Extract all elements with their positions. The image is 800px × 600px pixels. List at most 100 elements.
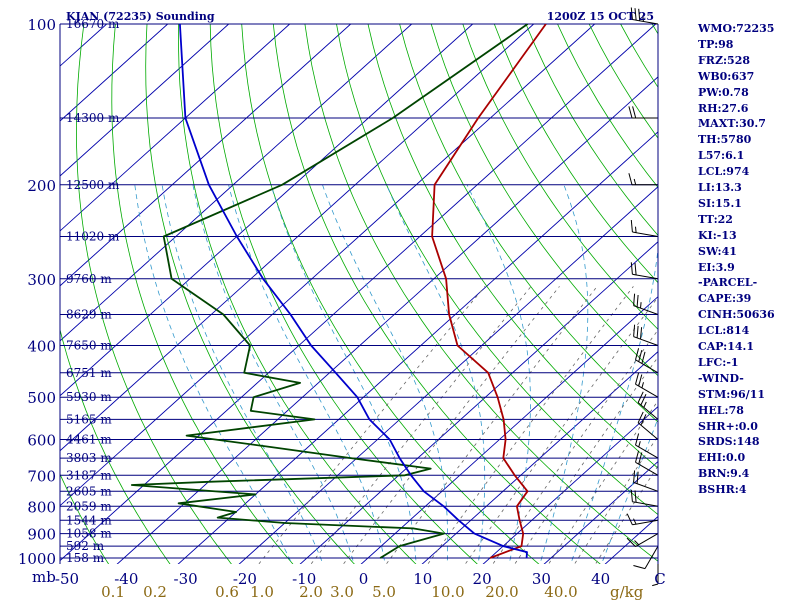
pressure-tick-label: 700 xyxy=(27,467,56,485)
pressure-tick-label: 400 xyxy=(27,338,56,356)
height-label: 3187 m xyxy=(66,468,112,482)
sidebar-index-item: CAPE:39 xyxy=(698,292,752,306)
wind-barb xyxy=(633,470,659,492)
pressure-tick-label: 600 xyxy=(27,432,56,450)
sidebar-index-item: LCL:814 xyxy=(698,324,750,338)
height-label: 16670 m xyxy=(66,17,120,31)
temperature-tick-label: C xyxy=(654,570,665,588)
temperature-tick-label: 30 xyxy=(532,570,551,588)
mixing-ratio-line xyxy=(342,286,560,564)
sidebar-index-item: LCL:974 xyxy=(698,165,750,179)
dry-adiabat-line xyxy=(336,24,658,516)
wind-barb xyxy=(635,450,659,476)
sidebar-index-item: BSHR:4 xyxy=(698,483,747,497)
dry-adiabat-line xyxy=(209,24,478,564)
temperature-tick-label: -20 xyxy=(233,570,257,588)
moist-adiabat-line xyxy=(192,184,355,564)
temperature-tick-label: -30 xyxy=(174,570,198,588)
mixing-ratio-tick-label: 2.0 xyxy=(299,583,323,600)
mixing-ratio-tick-label: 5.0 xyxy=(372,583,396,600)
wind-barb xyxy=(635,433,659,459)
dry-adiabat-line xyxy=(399,24,658,423)
isobar-grid xyxy=(60,23,658,559)
wind-barb xyxy=(630,262,659,280)
mixing-ratio-tick-label: 10.0 xyxy=(431,583,464,600)
wind-barb xyxy=(628,106,658,119)
pressure-tick-label: 200 xyxy=(27,177,56,195)
dry-adiabat-line xyxy=(76,24,232,564)
temperature-tick-label: 10 xyxy=(413,570,432,588)
isotherm-line xyxy=(299,241,658,564)
isotherm-line xyxy=(60,24,291,232)
wind-barb xyxy=(626,513,659,526)
isotherm-line xyxy=(60,24,169,122)
mixing-ratio-line xyxy=(310,286,532,564)
parcel-trace xyxy=(179,24,528,559)
height-label: 8629 m xyxy=(66,308,112,322)
sidebar-index-item: CINH:50636 xyxy=(698,308,775,322)
moist-adiabat-line xyxy=(466,184,531,564)
sidebar-index-item: SHR+:0.0 xyxy=(698,419,758,433)
wind-barb xyxy=(635,372,659,398)
mixing-ratio-line xyxy=(548,400,658,564)
dry-adiabat-grid xyxy=(60,24,800,569)
wind-barb xyxy=(637,391,659,420)
sidebar-index-item: L57:6.1 xyxy=(698,149,745,163)
mixing-ratio-tick-labels: 0.1 0.2 0.6 1.0 2.0 3.0 5.0 10.0 20.0 40.0 xyxy=(101,583,578,600)
sidebar-index-item: EHI:0.0 xyxy=(698,451,746,465)
dry-adiabat-line xyxy=(462,24,658,330)
dry-adiabat-line xyxy=(178,24,417,564)
mixing-ratio-grid xyxy=(258,286,658,564)
moist-adiabat-line xyxy=(386,184,486,564)
temperature-tick-label: -10 xyxy=(292,570,316,588)
isotherm-line xyxy=(60,24,352,287)
isotherm-line xyxy=(60,24,413,342)
temperature-tick-label: 40 xyxy=(591,570,610,588)
sidebar-index-item: KI:-13 xyxy=(698,228,737,242)
wind-barb xyxy=(633,545,659,570)
sidebar-index-item: HEL:78 xyxy=(698,403,744,417)
pressure-tick-label: 900 xyxy=(27,526,56,544)
height-label: 5165 m xyxy=(66,412,112,426)
sounding-traces xyxy=(130,24,547,559)
dry-adiabat-line xyxy=(145,24,355,564)
sidebar-index-item: WB0:637 xyxy=(698,69,755,83)
dewpoint-trace xyxy=(130,24,529,559)
wind-barb xyxy=(630,219,659,237)
sidebar-index-item: MAXT:30.7 xyxy=(698,117,766,131)
isotherm-grid xyxy=(60,24,658,564)
isotherm-line xyxy=(482,405,658,564)
mixing-ratio-tick-label: 40.0 xyxy=(544,583,577,600)
dry-adiabat-line xyxy=(241,24,540,564)
moist-adiabat-line xyxy=(161,184,324,564)
mixing-ratio-tick-label: 1.0 xyxy=(250,583,274,600)
height-label: 11020 m xyxy=(66,230,120,244)
isotherm-line xyxy=(60,24,596,507)
height-label: 12500 m xyxy=(66,178,120,192)
height-label: 2059 m xyxy=(66,499,112,513)
height-label: 14300 m xyxy=(66,111,120,125)
moist-adiabat-line xyxy=(570,246,658,564)
dry-adiabat-line xyxy=(588,24,658,139)
dry-adiabat-line xyxy=(747,24,800,569)
mixing-ratio-tick-label: 20.0 xyxy=(485,583,518,600)
dry-adiabat-line xyxy=(111,24,294,564)
moist-adiabat-line xyxy=(322,184,449,564)
mixing-ratio-tick-label: 3.0 xyxy=(330,583,354,600)
isotherm-line xyxy=(360,296,658,564)
sidebar-index-item: LI:13.3 xyxy=(698,181,742,194)
wind-barb xyxy=(630,489,659,507)
mixing-ratio-line xyxy=(574,435,658,564)
pressure-tick-label: 300 xyxy=(27,271,56,289)
sidebar-index-item: BRN:9.4 xyxy=(698,467,750,481)
sidebar-index-item: LFC:-1 xyxy=(698,355,739,369)
dry-adiabat-line xyxy=(60,473,110,564)
dry-adiabat-line xyxy=(272,24,601,564)
moist-adiabat-line xyxy=(270,184,417,564)
mixing-ratio-line xyxy=(385,286,598,564)
height-label: 158 m xyxy=(66,551,105,565)
height-label: 6751 m xyxy=(66,366,112,380)
dry-adiabat-line xyxy=(430,24,658,377)
wind-barb xyxy=(630,7,659,25)
dry-adiabat-line xyxy=(493,24,658,284)
